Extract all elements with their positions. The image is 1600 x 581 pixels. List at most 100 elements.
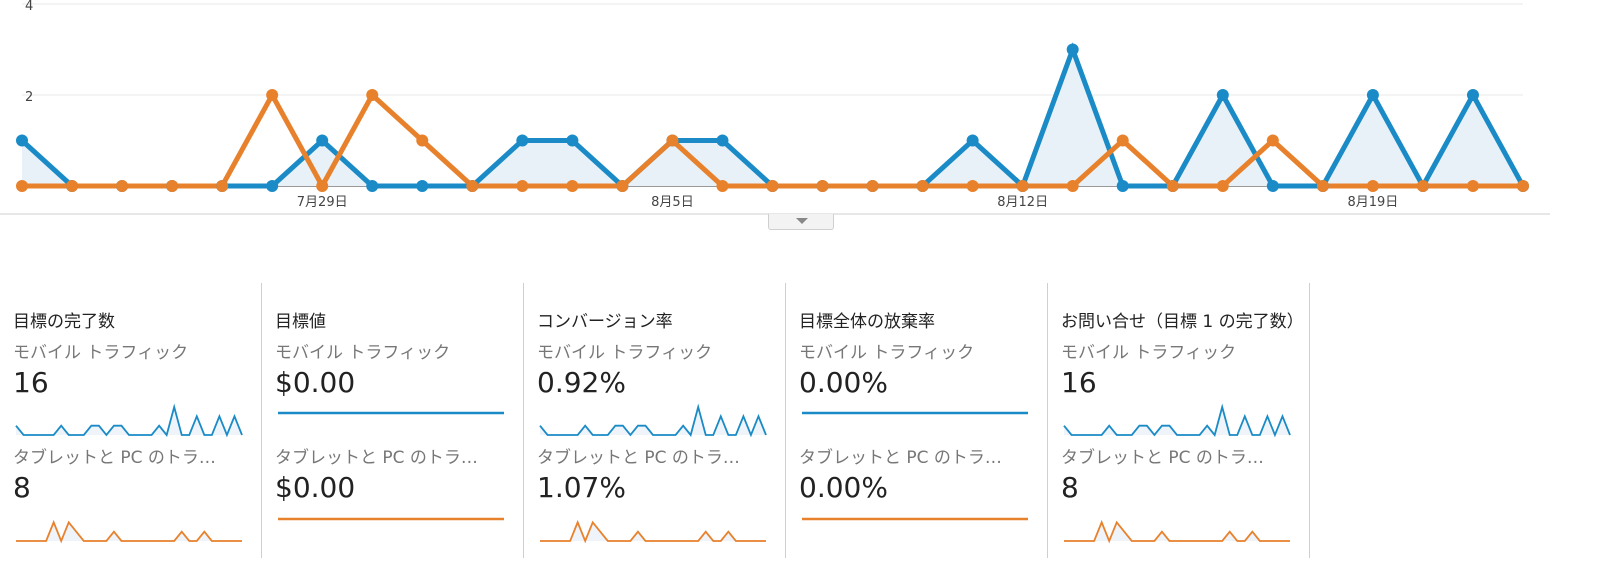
sparkline-desktop (1064, 519, 1290, 544)
data-point (1466, 89, 1479, 101)
chevron-down-icon (796, 218, 808, 224)
sparkline-area (540, 522, 766, 541)
chart-data-points[interactable] (16, 43, 1529, 193)
data-point (516, 134, 529, 147)
x-tick-label: 8月12日 (997, 195, 1048, 210)
data-point (366, 89, 379, 101)
metric-title: コンバージョン率 (537, 312, 673, 332)
data-point (816, 180, 829, 192)
segment-label-mobile: モバイル トラフィック (799, 343, 975, 363)
data-point (1066, 180, 1079, 192)
sparkline-line (15, 403, 243, 438)
data-point (716, 180, 729, 192)
segment-label-desktop: タブレットと PC のトラ… (275, 448, 478, 468)
data-point (116, 180, 129, 192)
sparkline-line (16, 519, 242, 544)
segment-value-mobile: 16 (13, 366, 49, 399)
data-point (716, 134, 729, 147)
data-point (1066, 43, 1079, 56)
data-point (1166, 180, 1179, 192)
segment-value-desktop: 0.00% (799, 471, 888, 504)
data-point (1366, 180, 1379, 192)
metric-card[interactable]: コンバージョン率 モバイル トラフィック 0.92% タブレットと PC のトラ… (524, 283, 786, 558)
data-point (266, 180, 279, 192)
segment-label-mobile: モバイル トラフィック (537, 343, 713, 363)
metric-divider (1309, 283, 1310, 558)
chart-axis-labels: 2 4 7月29日 8月5日 8月12日 8月19日 (25, 0, 1398, 210)
metric-divider (1047, 283, 1048, 558)
sparkline-area (1064, 522, 1290, 541)
data-point (466, 180, 479, 192)
segment-value-desktop: 1.07% (537, 471, 626, 504)
data-point (1517, 180, 1529, 192)
metric-divider (261, 283, 262, 558)
sparkline-area (16, 407, 242, 435)
data-point (616, 180, 629, 192)
series-area (22, 49, 1523, 186)
data-point (1366, 89, 1379, 101)
segment-value-desktop: 8 (13, 471, 31, 504)
data-point (566, 134, 579, 147)
data-point (316, 134, 329, 147)
sparkline-line (539, 403, 767, 438)
sparkline-mobile (15, 403, 243, 438)
data-point (966, 134, 979, 147)
data-point (1466, 180, 1479, 192)
data-point (1016, 180, 1029, 192)
series-line (22, 89, 1523, 192)
x-tick-label: 7月29日 (297, 195, 348, 210)
sparkline-area (540, 407, 766, 435)
metric-card[interactable]: 目標の完了数 モバイル トラフィック 16 タブレットと PC のトラ… 8 (0, 283, 262, 558)
chart-area-fill (22, 49, 1523, 186)
data-point (16, 180, 28, 192)
sparkline-line (1063, 403, 1291, 438)
data-point (1116, 180, 1129, 192)
data-point (666, 134, 679, 147)
metric-card[interactable]: 目標全体の放棄率 モバイル トラフィック 0.00% タブレットと PC のトラ… (786, 283, 1048, 558)
sparkline-line (540, 519, 766, 544)
segment-label-mobile: モバイル トラフィック (1061, 343, 1237, 363)
sparkline-area (1064, 407, 1290, 435)
data-point (1266, 180, 1279, 192)
y-tick-label: 2 (25, 90, 33, 105)
data-point (966, 180, 979, 192)
data-point (16, 134, 28, 147)
sparkline-area (16, 522, 242, 541)
chart-series-lines (20, 42, 1526, 192)
main-line-chart: 2 4 7月29日 8月5日 8月12日 8月19日 (0, 0, 1550, 215)
y-tick-label: 4 (25, 0, 33, 14)
x-tick-label: 8月19日 (1347, 195, 1398, 210)
data-point (1116, 134, 1129, 147)
data-point (766, 180, 779, 192)
data-point (866, 180, 879, 192)
data-point (216, 180, 229, 192)
segment-value-mobile: $0.00 (275, 366, 356, 399)
segment-value-mobile: 0.00% (799, 366, 888, 399)
data-point (516, 180, 529, 192)
data-point (366, 180, 379, 192)
collapse-chart-button[interactable] (768, 214, 834, 230)
sparkline-mobile (278, 411, 504, 415)
data-point (166, 180, 179, 192)
metric-card[interactable]: お問い合せ（目標 1 の完了数） モバイル トラフィック 16 タブレットと P… (1048, 283, 1310, 558)
sparkline-line (1064, 519, 1290, 544)
segment-value-desktop: 8 (1061, 471, 1079, 504)
sparkline-mobile (539, 403, 767, 438)
segment-label-mobile: モバイル トラフィック (275, 343, 451, 363)
segment-label-mobile: モバイル トラフィック (13, 343, 189, 363)
data-point (416, 180, 429, 192)
metric-title: 目標の完了数 (13, 312, 115, 332)
data-point (916, 180, 929, 192)
segment-label-desktop: タブレットと PC のトラ… (799, 448, 1002, 468)
segment-value-mobile: 0.92% (537, 366, 626, 399)
segment-label-desktop: タブレットと PC のトラ… (13, 448, 216, 468)
metric-title: 目標全体の放棄率 (799, 312, 935, 332)
metrics-panel: 目標の完了数 モバイル トラフィック 16 タブレットと PC のトラ… 8 目… (0, 283, 1320, 558)
data-point (1266, 134, 1279, 147)
metric-card[interactable]: 目標値 モバイル トラフィック $0.00 タブレットと PC のトラ… $0.… (262, 283, 524, 558)
data-point (1316, 180, 1329, 192)
segment-label-desktop: タブレットと PC のトラ… (1061, 448, 1264, 468)
data-point (416, 134, 429, 147)
segment-label-desktop: タブレットと PC のトラ… (537, 448, 740, 468)
sparkline-mobile (802, 411, 1028, 415)
